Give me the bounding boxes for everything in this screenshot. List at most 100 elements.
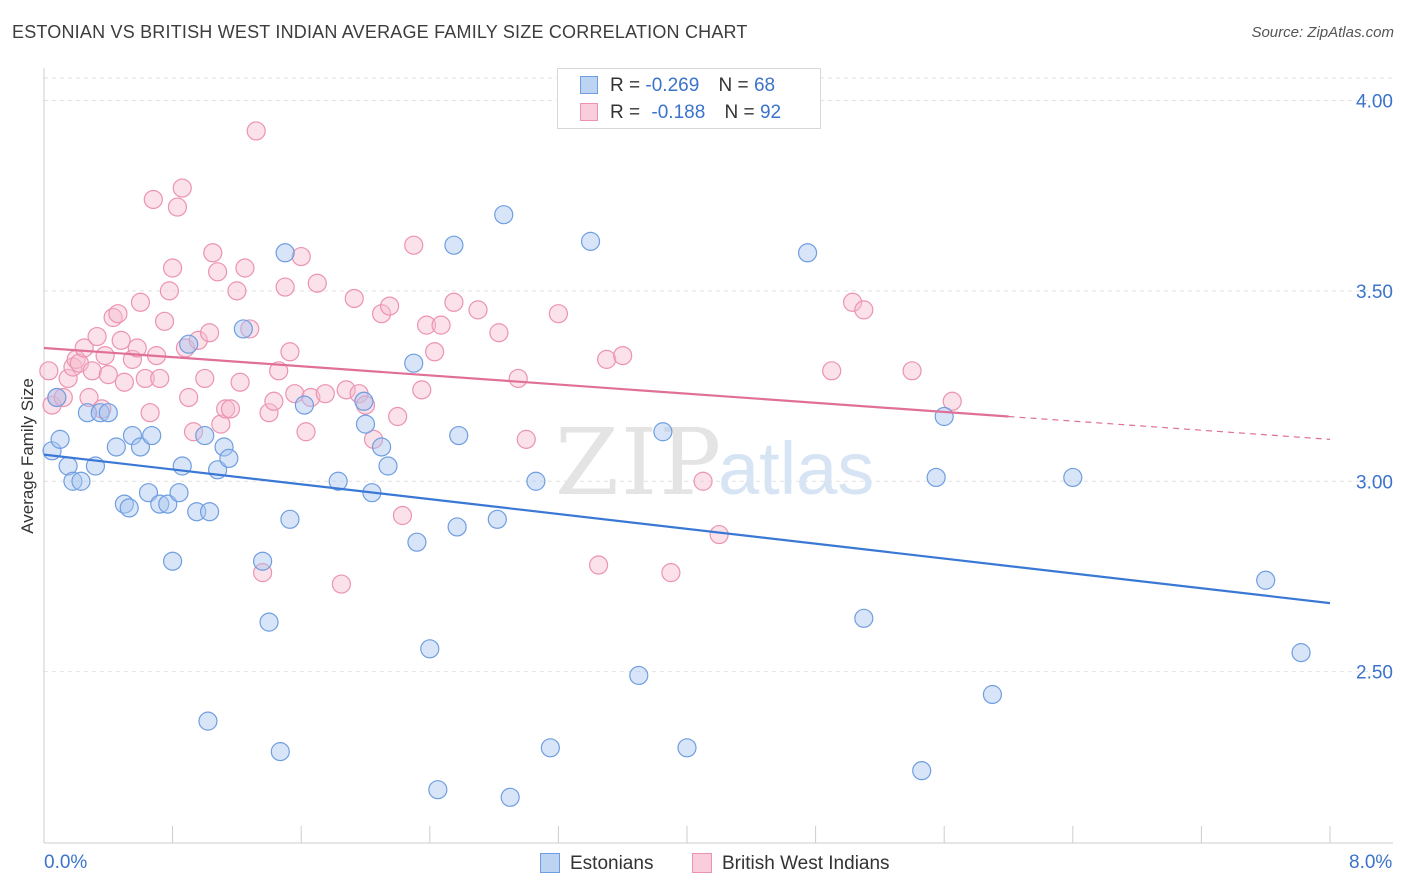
data-point xyxy=(154,311,175,331)
data-point xyxy=(854,608,874,628)
legend-row-estonians: R = -0.269 N = 68 xyxy=(580,74,775,98)
data-point xyxy=(246,121,266,141)
data-point xyxy=(392,505,413,526)
data-point xyxy=(934,406,954,427)
data-point xyxy=(1063,467,1083,488)
data-point xyxy=(269,361,289,381)
data-point xyxy=(167,197,188,217)
data-point xyxy=(328,471,348,491)
data-point xyxy=(79,387,99,408)
legend-r-label: R = xyxy=(610,102,641,123)
data-point xyxy=(163,551,183,571)
data-point xyxy=(130,437,151,457)
data-point xyxy=(253,563,273,583)
data-point xyxy=(159,281,179,301)
data-point xyxy=(208,262,228,282)
legend-r-label: R = xyxy=(610,75,641,96)
data-point xyxy=(270,742,290,762)
data-point xyxy=(106,437,126,457)
data-point xyxy=(709,524,729,545)
data-point xyxy=(220,399,241,419)
axes xyxy=(43,68,1393,844)
data-point xyxy=(275,277,295,297)
data-point xyxy=(526,471,546,491)
data-point xyxy=(233,319,253,339)
legend-item-bwi: British West Indians xyxy=(692,852,890,876)
estonian-points xyxy=(42,205,1311,807)
data-point xyxy=(404,235,424,255)
data-point xyxy=(169,483,189,503)
data-point xyxy=(307,273,327,293)
gridlines xyxy=(44,77,1393,673)
data-point xyxy=(216,399,236,419)
data-point xyxy=(219,448,239,469)
trend-line-estonians xyxy=(43,453,1331,605)
data-point xyxy=(108,304,128,324)
data-point xyxy=(98,365,118,385)
trend-lines xyxy=(43,346,1331,605)
data-point xyxy=(195,368,215,389)
data-point xyxy=(508,368,528,389)
data-point xyxy=(588,555,609,575)
data-point xyxy=(489,323,509,343)
data-point xyxy=(301,387,321,408)
data-point xyxy=(580,231,601,251)
data-point xyxy=(822,361,842,381)
data-point xyxy=(315,384,335,404)
data-point xyxy=(447,517,467,537)
data-point xyxy=(179,334,199,354)
data-point xyxy=(53,387,73,408)
data-point xyxy=(677,738,697,758)
data-point xyxy=(371,304,392,324)
data-point xyxy=(378,456,398,476)
data-point xyxy=(119,498,139,518)
data-point xyxy=(179,387,199,408)
data-point xyxy=(58,368,78,389)
data-point xyxy=(344,288,364,309)
data-point xyxy=(235,258,255,278)
data-point xyxy=(230,372,250,392)
legend-swatch-bwi xyxy=(580,103,598,121)
chart-title: ESTONIAN VS BRITISH WEST INDIAN AVERAGE … xyxy=(12,22,748,42)
data-point xyxy=(331,574,351,594)
data-point xyxy=(444,235,464,255)
data-point xyxy=(264,391,284,411)
legend-swatch-bwi xyxy=(692,853,712,873)
data-point xyxy=(214,437,234,457)
data-point xyxy=(227,281,247,301)
data-point xyxy=(548,304,569,324)
data-point xyxy=(942,391,962,411)
data-point xyxy=(47,387,67,408)
svg-text:atlas: atlas xyxy=(718,427,874,510)
data-point xyxy=(597,349,617,369)
watermark: ZIP atlas xyxy=(555,409,874,516)
y-tick-label: 3.50 xyxy=(1356,282,1393,303)
data-point xyxy=(87,326,107,347)
data-point xyxy=(902,361,922,381)
data-point xyxy=(183,422,204,442)
legend-item-estonians: Estonians xyxy=(540,852,653,876)
data-point xyxy=(355,414,376,434)
data-point xyxy=(203,243,223,263)
data-point xyxy=(138,483,159,503)
data-point xyxy=(163,258,183,278)
legend-swatch-estonians xyxy=(580,76,598,94)
data-point xyxy=(142,425,162,446)
legend-n-value: 68 xyxy=(753,75,776,96)
data-point xyxy=(693,471,713,491)
data-point xyxy=(275,243,295,263)
y-tick-label: 4.00 xyxy=(1356,91,1393,112)
data-point xyxy=(95,345,115,366)
data-point xyxy=(388,406,408,427)
trend-line-bwi xyxy=(43,346,1009,418)
data-point xyxy=(135,368,155,389)
data-point xyxy=(516,429,536,449)
legend-n-label: N = xyxy=(718,75,749,96)
data-point xyxy=(336,380,356,400)
data-point xyxy=(172,178,192,198)
data-point xyxy=(1291,643,1311,663)
data-point xyxy=(294,395,315,415)
data-point xyxy=(416,315,437,335)
legend-swatch-estonians xyxy=(540,853,560,873)
data-point xyxy=(1256,570,1276,590)
